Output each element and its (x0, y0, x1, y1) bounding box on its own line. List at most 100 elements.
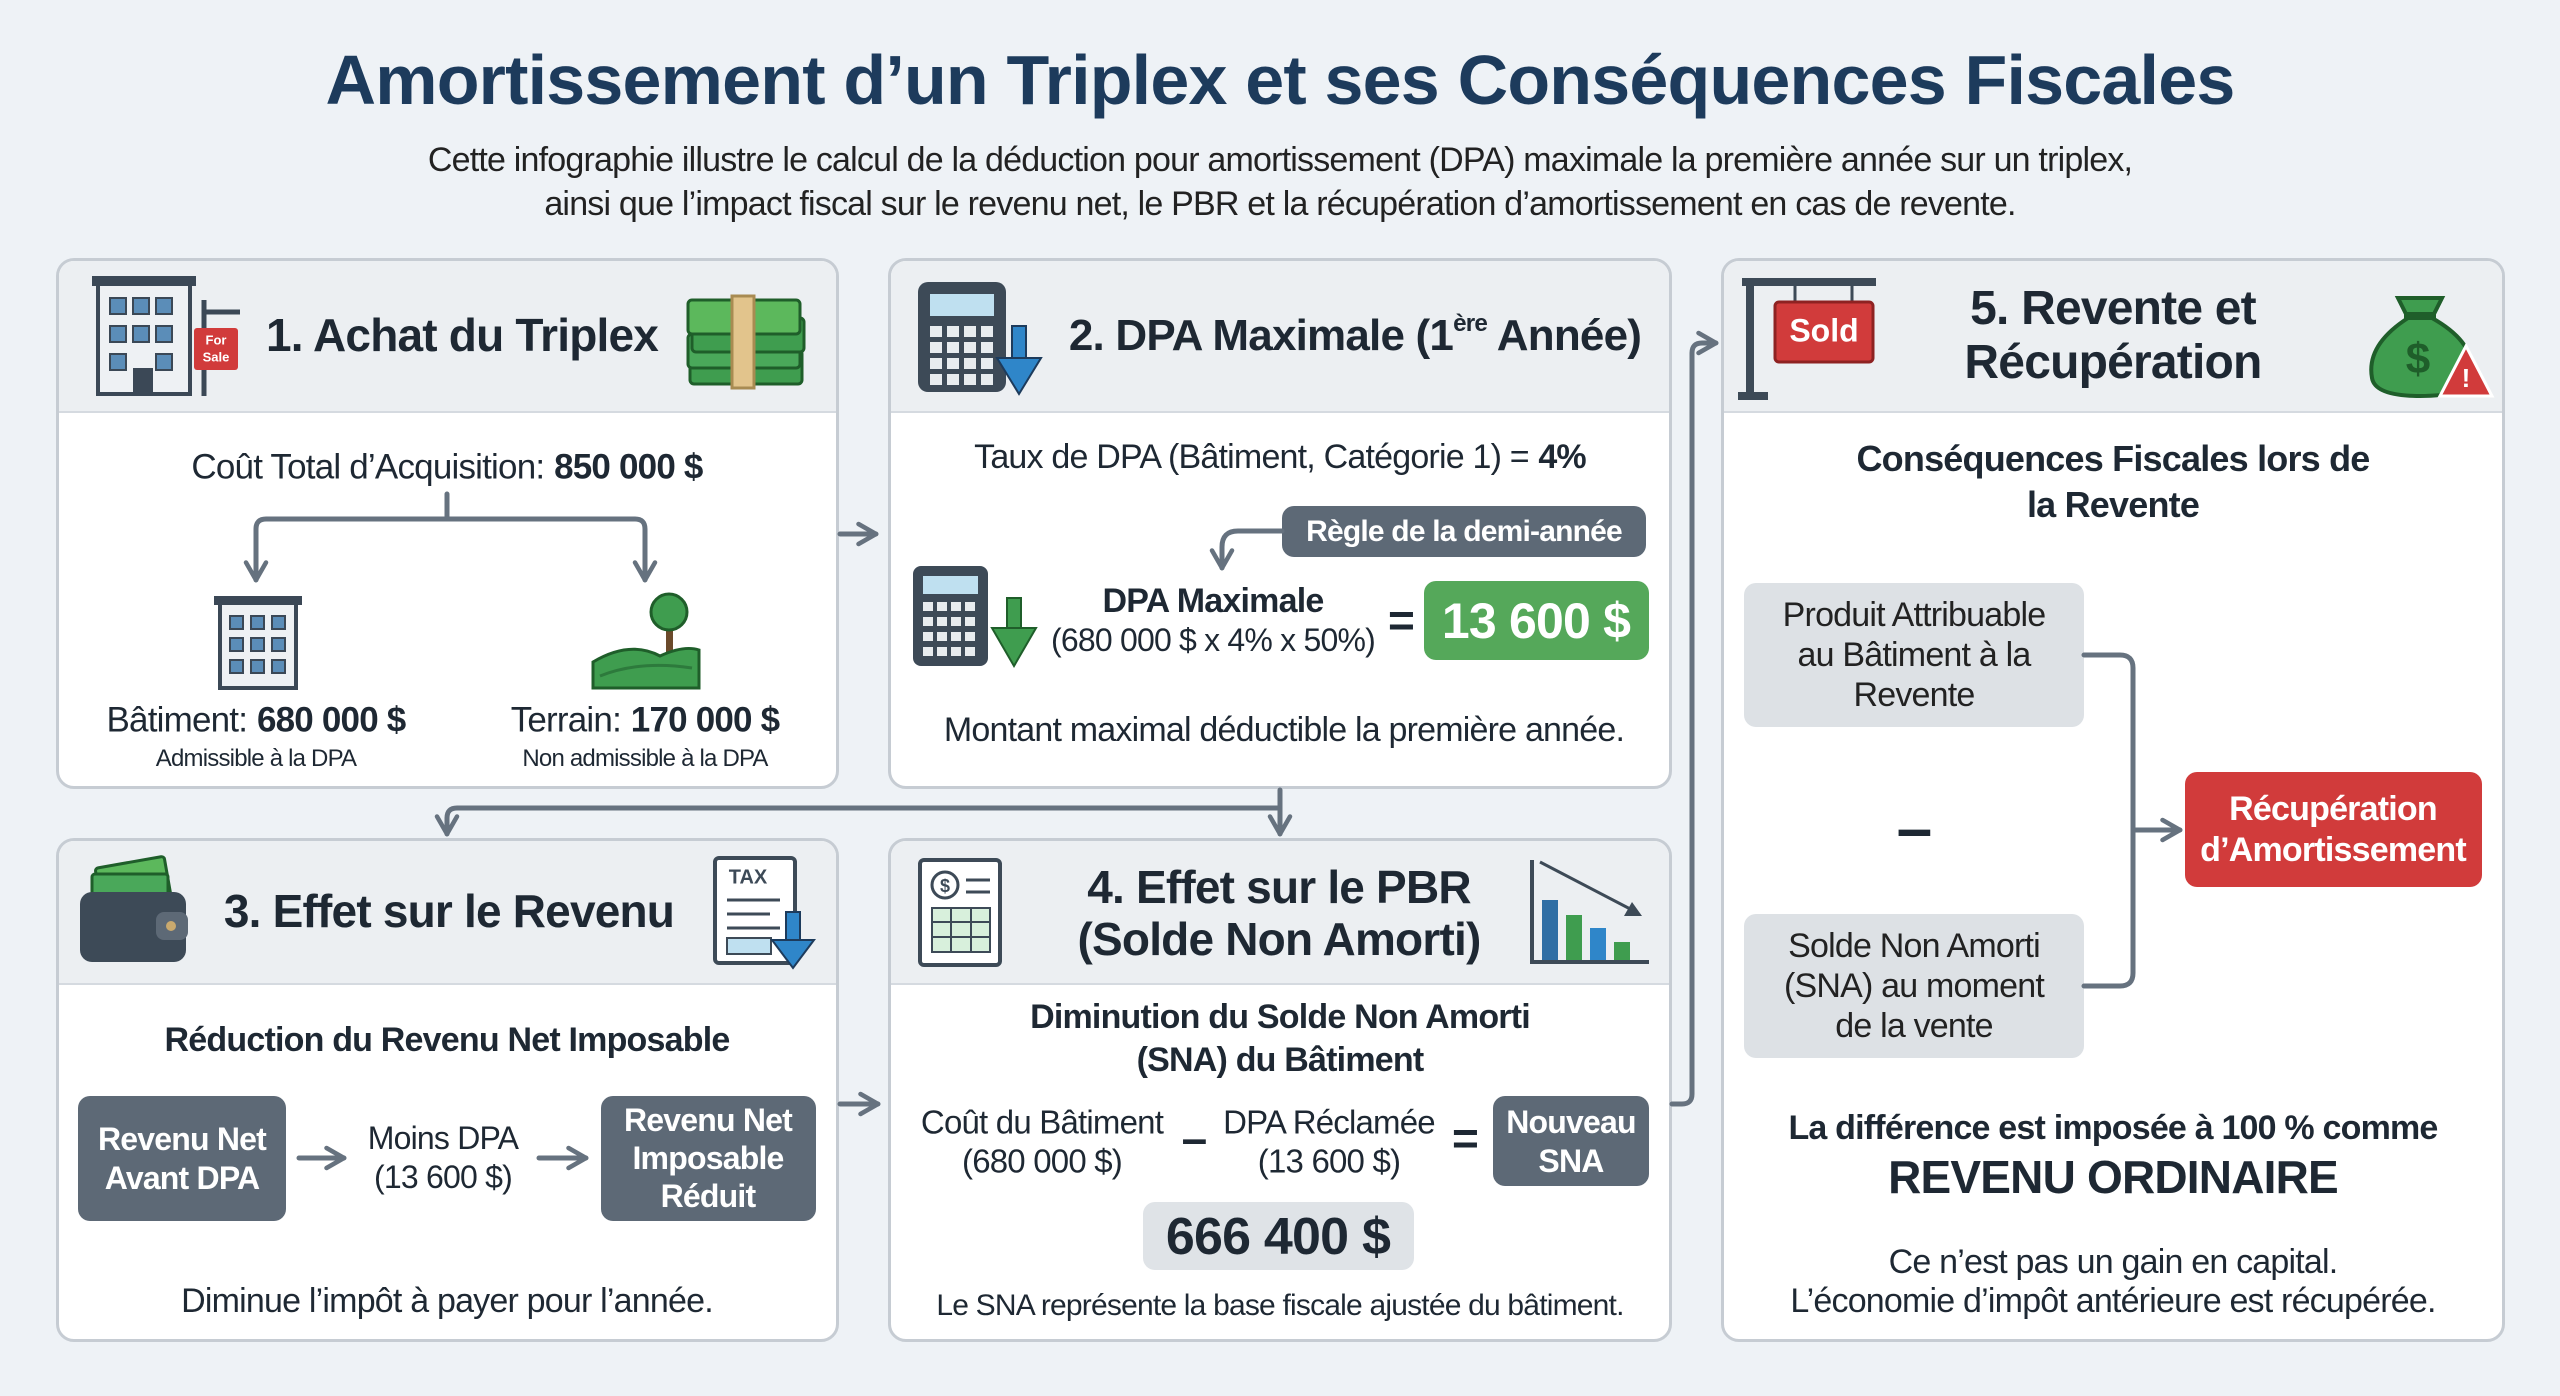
icon-text: $ (940, 876, 950, 896)
text-part: la Revente (2026, 484, 2200, 525)
text: 666 400 $ (1165, 1208, 1391, 1266)
text: DPA Maximale (1103, 584, 1325, 618)
text: Ce n’est pas un gain en capital. (1889, 1245, 2339, 1279)
text-part: Règle de la demi-année (1306, 515, 1623, 548)
text-part: Moins DPA (367, 1120, 519, 1156)
icon-text: Sale (203, 349, 230, 364)
text-part: Revente (1853, 676, 1975, 714)
text-part: Récupération (2229, 790, 2437, 828)
icon-text: ! (2462, 363, 2471, 393)
text-part: = (1451, 1112, 1479, 1164)
text-part: 4. Effet sur le PBR (1087, 861, 1471, 913)
text: Revente (1853, 676, 1975, 714)
text-part: Cette infographie illustre le calcul de … (427, 141, 2133, 179)
text: de la vente (1835, 1009, 1993, 1043)
text-part: Non admissible à la DPA (522, 745, 768, 772)
text: Coût du Bâtiment (921, 1106, 1164, 1139)
text-part: Taux de DPA (Bâtiment, Catégorie 1) = (974, 438, 1529, 476)
calculator-icon (918, 282, 1043, 396)
new-ucc-box (1493, 1096, 1649, 1186)
sold-sign-icon: Sold (1738, 278, 1876, 400)
text-part: Le SNA représente la base fiscale ajusté… (936, 1289, 1624, 1322)
ledger-icon: $ (918, 858, 1002, 967)
income-after-box (601, 1096, 816, 1221)
panel-title: (Solde Non Amorti) (1078, 916, 1482, 962)
text: – (1897, 796, 1933, 860)
text: Revenu Net (97, 1121, 267, 1157)
text-part: Amortissement d’un Triplex et ses Conséq… (325, 41, 2236, 119)
tax-document-icon: TAX (713, 856, 816, 970)
small-calculator-icon (913, 566, 1038, 668)
arrow (444, 516, 658, 583)
text-part: Avant DPA (104, 1160, 260, 1196)
text-part: 850 000 $ (554, 447, 703, 487)
text: 13 600 $ (1442, 596, 1631, 646)
text: Nouveau (1506, 1106, 1636, 1138)
text-part: Coût Total d’Acquisition: (191, 447, 545, 487)
text: Revenu Net (623, 1102, 793, 1138)
proceeds-box (1744, 583, 2084, 727)
text-part: (13 600 $) (1257, 1142, 1401, 1180)
text-part: L’économie d’impôt antérieure est récupé… (1790, 1282, 2436, 1320)
declining-chart-icon (1530, 860, 1649, 964)
text: Terrain: 170 000 $ (511, 703, 780, 738)
text-part: 170 000 $ (630, 700, 780, 740)
text: Admissible à la DPA (155, 745, 357, 772)
text: Montant maximal déductible la première a… (943, 711, 1625, 749)
text-part: 1. Achat du Triplex (265, 309, 659, 361)
text-part: Diminution du Solde Non Amorti (1030, 998, 1531, 1036)
text: Imposable (632, 1140, 784, 1176)
ucc-result-box (1143, 1202, 1414, 1270)
text-part: Revenu Net (97, 1121, 267, 1157)
text: (SNA) du Bâtiment (1136, 1041, 1425, 1079)
text-part: Revenu Net (623, 1102, 793, 1138)
text-part: ainsi que l’impact fiscal sur le revenu … (544, 185, 2016, 223)
text-part: 4% (1538, 438, 1586, 476)
text-part: (680 000 $) (962, 1142, 1123, 1180)
text: Récupération (2229, 792, 2437, 826)
text: Non admissible à la DPA (522, 745, 768, 772)
text-part: REVENU ORDINAIRE (1888, 1151, 2339, 1203)
arrow (434, 805, 1283, 837)
text: (13 600 $) (374, 1159, 513, 1195)
panel-title: 2. DPA Maximale (1ère Année) (1068, 311, 1642, 361)
text: L’économie d’impôt antérieure est récupé… (1790, 1282, 2436, 1320)
text-part: Nouveau (1506, 1104, 1636, 1140)
text: d’Amortissement (2200, 833, 2467, 867)
arrow (1669, 330, 1719, 1107)
text-part: Imposable (632, 1140, 784, 1176)
building-icon: For Sale (92, 276, 240, 396)
text-part: (13 600 $) (374, 1159, 513, 1195)
subtitle: Cette infographie illustre le calcul de … (427, 141, 2133, 179)
text-part: Année) (1487, 311, 1642, 361)
text: = (1388, 597, 1415, 643)
cash-icon (686, 294, 806, 390)
icon-text: Sold (1789, 312, 1858, 348)
text: (680 000 $) (962, 1142, 1123, 1180)
text-part: Admissible à la DPA (155, 745, 357, 772)
text-part: (SNA) du Bâtiment (1136, 1041, 1425, 1079)
text: La différence est imposée à 100 % comme (1788, 1111, 2438, 1145)
text: Réduit (661, 1180, 757, 1212)
text: (13 600 $) (1257, 1142, 1401, 1180)
panel-title: Récupération (1964, 336, 2262, 389)
icon-text: $ (2406, 335, 2430, 384)
text-part: Montant maximal déductible la première a… (943, 711, 1625, 749)
text-part: SNA (1538, 1143, 1604, 1179)
text-part: 2. DPA Maximale (1 (1068, 311, 1454, 361)
text-part: DPA Réclamée (1223, 1103, 1436, 1141)
text-part: Solde Non Amorti (1788, 927, 2041, 965)
text: Taux de DPA (Bâtiment, Catégorie 1) = 4% (974, 438, 1587, 476)
text-part: Réduction du Revenu Net Imposable (164, 1021, 731, 1059)
subtitle: ainsi que l’impact fiscal sur le revenu … (544, 185, 2016, 223)
panel-title: 1. Achat du Triplex (265, 309, 659, 361)
text: Conséquences Fiscales lors de (1856, 441, 2370, 477)
text: SNA (1538, 1143, 1604, 1179)
text-part: au Bâtiment à la (1797, 636, 2032, 674)
text-part: Récupération (1964, 336, 2262, 389)
text-part: 666 400 $ (1165, 1208, 1391, 1266)
text-part: (680 000 $ x 4% x 50%) (1051, 622, 1376, 658)
